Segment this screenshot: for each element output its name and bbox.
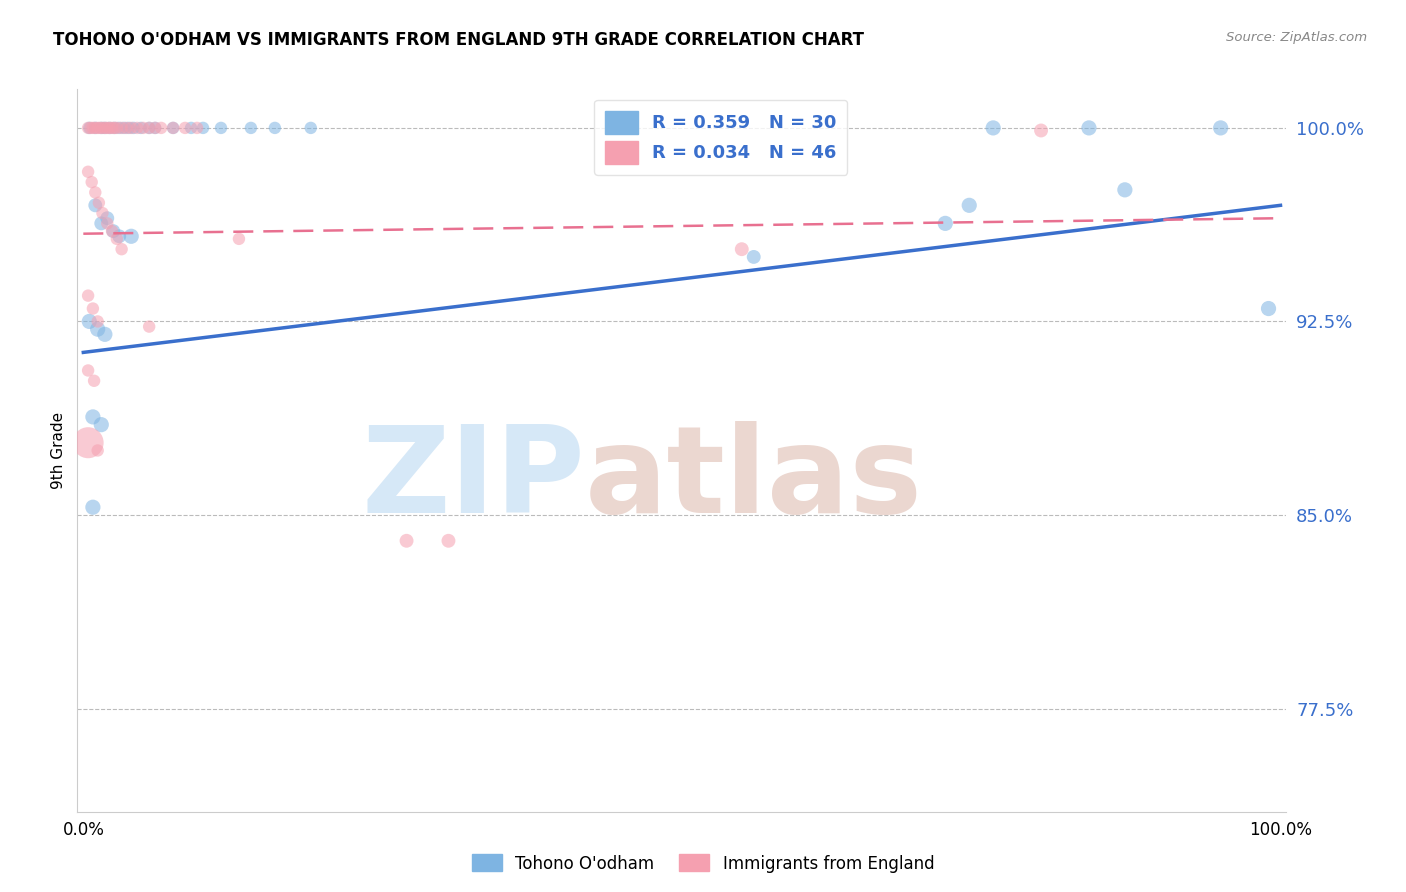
Point (77, 120, 100, 135)
Point (83, 374, 105, 388)
Point (299, 120, 322, 135)
Point (94, 327, 117, 342)
Point (132, 120, 155, 135)
Point (96, 216, 118, 230)
Text: atlas: atlas (585, 421, 924, 538)
Point (209, 120, 232, 135)
Point (108, 229, 131, 244)
Point (122, 120, 145, 135)
Point (108, 120, 131, 135)
Point (138, 120, 160, 135)
Point (90, 417, 112, 432)
Point (1029, 123, 1052, 137)
Point (87, 195, 110, 210)
Point (82, 500, 104, 515)
Point (180, 120, 202, 135)
Point (263, 120, 285, 135)
Point (94, 120, 117, 135)
Text: ZIP: ZIP (361, 421, 585, 538)
Legend: Tohono O'odham, Immigrants from England: Tohono O'odham, Immigrants from England (465, 847, 941, 880)
Point (186, 120, 208, 135)
Point (90, 120, 112, 135)
Point (84, 120, 107, 135)
Point (89, 120, 111, 135)
Point (77, 435, 100, 450)
Point (143, 120, 166, 135)
Point (957, 198, 980, 212)
Point (96, 120, 118, 135)
Point (79, 314, 101, 328)
Point (118, 120, 141, 135)
Point (191, 120, 214, 135)
Point (96, 211, 118, 226)
Point (82, 409, 104, 424)
Point (91, 206, 114, 220)
Point (103, 120, 125, 135)
Point (101, 120, 124, 135)
Point (120, 229, 142, 244)
Point (86, 443, 108, 458)
Point (437, 533, 460, 548)
Point (101, 224, 124, 238)
Point (80, 175, 103, 189)
Point (82, 301, 104, 316)
Y-axis label: 9th Grade: 9th Grade (51, 412, 66, 489)
Point (77, 165, 100, 179)
Point (84, 120, 107, 135)
Point (742, 250, 765, 264)
Point (105, 120, 128, 135)
Point (129, 120, 152, 135)
Point (239, 120, 262, 135)
Point (98, 120, 121, 135)
Point (127, 120, 149, 135)
Point (1209, 120, 1232, 135)
Point (90, 216, 112, 230)
Point (112, 120, 135, 135)
Point (1257, 301, 1279, 316)
Point (86, 120, 108, 135)
Point (105, 232, 128, 246)
Point (94, 120, 117, 135)
Point (981, 120, 1004, 135)
Point (84, 198, 107, 212)
Text: TOHONO O'ODHAM VS IMMIGRANTS FROM ENGLAND 9TH GRADE CORRELATION CHART: TOHONO O'ODHAM VS IMMIGRANTS FROM ENGLAN… (53, 31, 865, 49)
Point (934, 216, 956, 230)
Point (111, 120, 134, 135)
Point (150, 120, 173, 135)
Point (731, 242, 754, 256)
Point (86, 314, 108, 328)
Point (79, 120, 101, 135)
Legend: R = 0.359   N = 30, R = 0.034   N = 46: R = 0.359 N = 30, R = 0.034 N = 46 (595, 100, 848, 175)
Point (162, 120, 184, 135)
Point (91, 120, 114, 135)
Point (86, 322, 108, 336)
Point (103, 224, 125, 238)
Point (143, 120, 166, 135)
Text: Source: ZipAtlas.com: Source: ZipAtlas.com (1226, 31, 1367, 45)
Point (103, 120, 125, 135)
Point (84, 186, 107, 200)
Point (111, 242, 134, 256)
Point (98, 120, 121, 135)
Point (120, 120, 142, 135)
Point (162, 120, 184, 135)
Point (115, 120, 138, 135)
Point (77, 288, 100, 302)
Point (77, 363, 100, 377)
Point (138, 319, 160, 334)
Point (138, 120, 160, 135)
Point (1078, 120, 1101, 135)
Point (79, 120, 101, 135)
Point (1114, 183, 1136, 197)
Point (174, 120, 197, 135)
Point (395, 533, 418, 548)
Point (228, 232, 250, 246)
Point (252, 843, 274, 857)
Point (82, 120, 104, 135)
